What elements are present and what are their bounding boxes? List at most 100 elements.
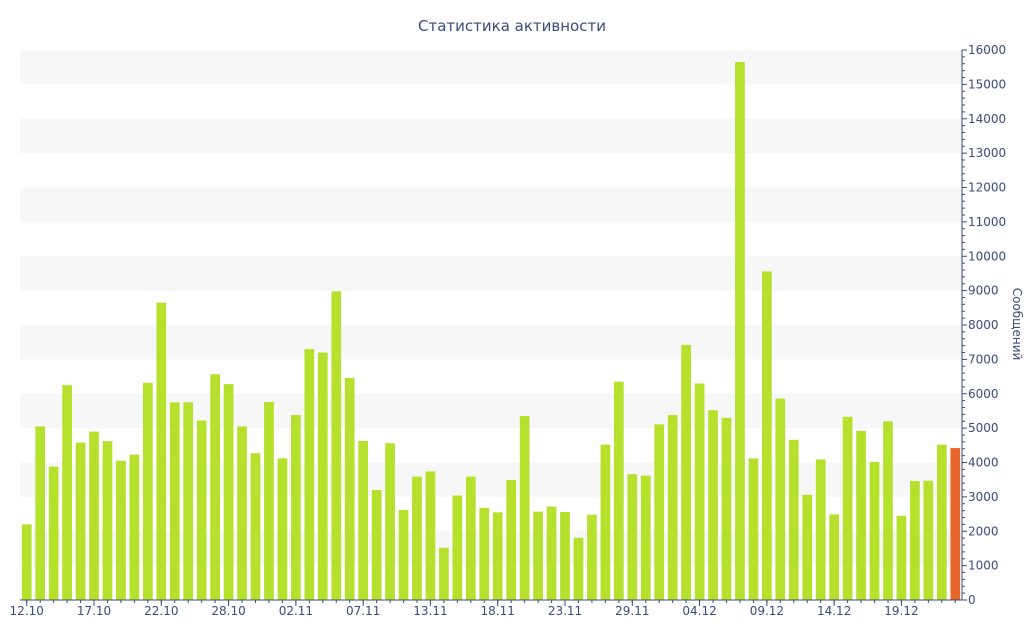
bar[interactable]	[910, 481, 920, 600]
bar[interactable]	[950, 448, 961, 600]
bar[interactable]	[788, 439, 799, 600]
bar[interactable]	[936, 444, 947, 600]
y-axis-label: Сообщений	[1010, 288, 1024, 361]
bar[interactable]	[815, 459, 826, 600]
bar[interactable]	[587, 514, 597, 600]
bar[interactable]	[331, 291, 342, 600]
bar[interactable]	[708, 410, 718, 600]
bar[interactable]	[129, 454, 140, 600]
bar[interactable]	[923, 480, 934, 600]
grid-band	[20, 187, 962, 222]
bar[interactable]	[600, 444, 611, 600]
bar[interactable]	[48, 466, 59, 600]
bar[interactable]	[250, 453, 261, 600]
bar[interactable]	[802, 494, 813, 600]
bar[interactable]	[277, 458, 288, 600]
bar[interactable]	[546, 506, 557, 601]
bar[interactable]	[291, 415, 301, 600]
y-tick-label: 5000	[968, 421, 999, 435]
bar[interactable]	[196, 420, 207, 600]
bar[interactable]	[479, 507, 490, 600]
bar[interactable]	[762, 271, 772, 600]
x-tick-label: 14.12	[817, 604, 851, 618]
bar[interactable]	[560, 512, 570, 600]
x-tick-label: 02.11	[279, 604, 313, 618]
grid-band	[20, 118, 962, 154]
bar[interactable]	[237, 426, 247, 600]
y-tick-label: 14000	[968, 112, 1006, 126]
bar[interactable]	[75, 442, 86, 600]
x-tick-label: 09.12	[750, 604, 784, 618]
y-tick-label: 8000	[968, 318, 999, 332]
bar[interactable]	[748, 458, 759, 600]
bar[interactable]	[735, 62, 745, 600]
bar[interactable]	[358, 440, 369, 600]
bar[interactable]	[317, 352, 328, 601]
grid-band	[20, 325, 962, 360]
y-tick-label: 16000	[968, 43, 1006, 57]
y-tick-label: 1000	[968, 559, 999, 573]
bar[interactable]	[519, 416, 530, 600]
bar[interactable]	[439, 547, 449, 600]
bar[interactable]	[142, 382, 153, 600]
bar[interactable]	[412, 476, 422, 600]
bar[interactable]	[465, 476, 476, 600]
y-tick-label: 2000	[968, 524, 999, 538]
bar[interactable]	[116, 460, 126, 600]
grid-band	[20, 50, 962, 85]
x-tick-label: 23.11	[548, 604, 582, 618]
y-tick-label: 9000	[968, 284, 999, 298]
bar[interactable]	[883, 421, 893, 600]
bar[interactable]	[667, 415, 678, 600]
bar[interactable]	[681, 344, 691, 600]
bars-group	[21, 62, 961, 601]
bar[interactable]	[223, 384, 234, 600]
bar[interactable]	[425, 471, 436, 600]
bar[interactable]	[896, 515, 907, 600]
x-tick-label: 04.12	[682, 604, 716, 618]
bar[interactable]	[533, 511, 543, 600]
y-tick-label: 7000	[968, 352, 999, 366]
bar[interactable]	[156, 302, 167, 600]
bar[interactable]	[398, 509, 409, 600]
bar[interactable]	[210, 374, 220, 600]
bar[interactable]	[371, 490, 382, 600]
bar[interactable]	[385, 443, 395, 600]
x-tick-label: 28.10	[211, 604, 245, 618]
y-tick-label: 3000	[968, 490, 999, 504]
bar[interactable]	[62, 385, 72, 600]
bar[interactable]	[856, 430, 866, 600]
bar[interactable]	[452, 495, 463, 601]
axes-group: 0 1000 2000 3000 4000 5000 6000 7000 8000 9000 100…	[10, 43, 1007, 618]
bar[interactable]	[775, 398, 786, 600]
bar[interactable]	[183, 402, 194, 600]
bar[interactable]	[492, 512, 503, 600]
x-tick-label: 19.12	[884, 604, 918, 618]
y-tick-label: 4000	[968, 456, 999, 470]
bar[interactable]	[264, 402, 274, 600]
bar[interactable]	[304, 349, 315, 600]
bar[interactable]	[869, 461, 880, 600]
bar[interactable]	[506, 480, 517, 600]
bar[interactable]	[35, 426, 46, 600]
bar[interactable]	[613, 381, 624, 600]
bar[interactable]	[721, 417, 732, 600]
y-tick-label: 10000	[968, 249, 1006, 263]
bar[interactable]	[654, 424, 665, 600]
bar[interactable]	[640, 475, 651, 600]
bar[interactable]	[694, 383, 705, 600]
y-tick-label: 0	[968, 593, 976, 607]
bar[interactable]	[169, 402, 180, 600]
bar[interactable]	[344, 377, 355, 600]
bar[interactable]	[102, 441, 113, 600]
y-tick-label: 15000	[968, 77, 1006, 91]
y-tick-label: 11000	[968, 215, 1006, 229]
bar[interactable]	[829, 514, 840, 600]
bar[interactable]	[21, 524, 32, 600]
x-tick-label: 29.11	[615, 604, 649, 618]
grid-bands	[20, 50, 962, 566]
bar[interactable]	[89, 431, 99, 600]
bar[interactable]	[627, 474, 638, 600]
bar[interactable]	[573, 537, 584, 600]
bar[interactable]	[842, 416, 853, 600]
